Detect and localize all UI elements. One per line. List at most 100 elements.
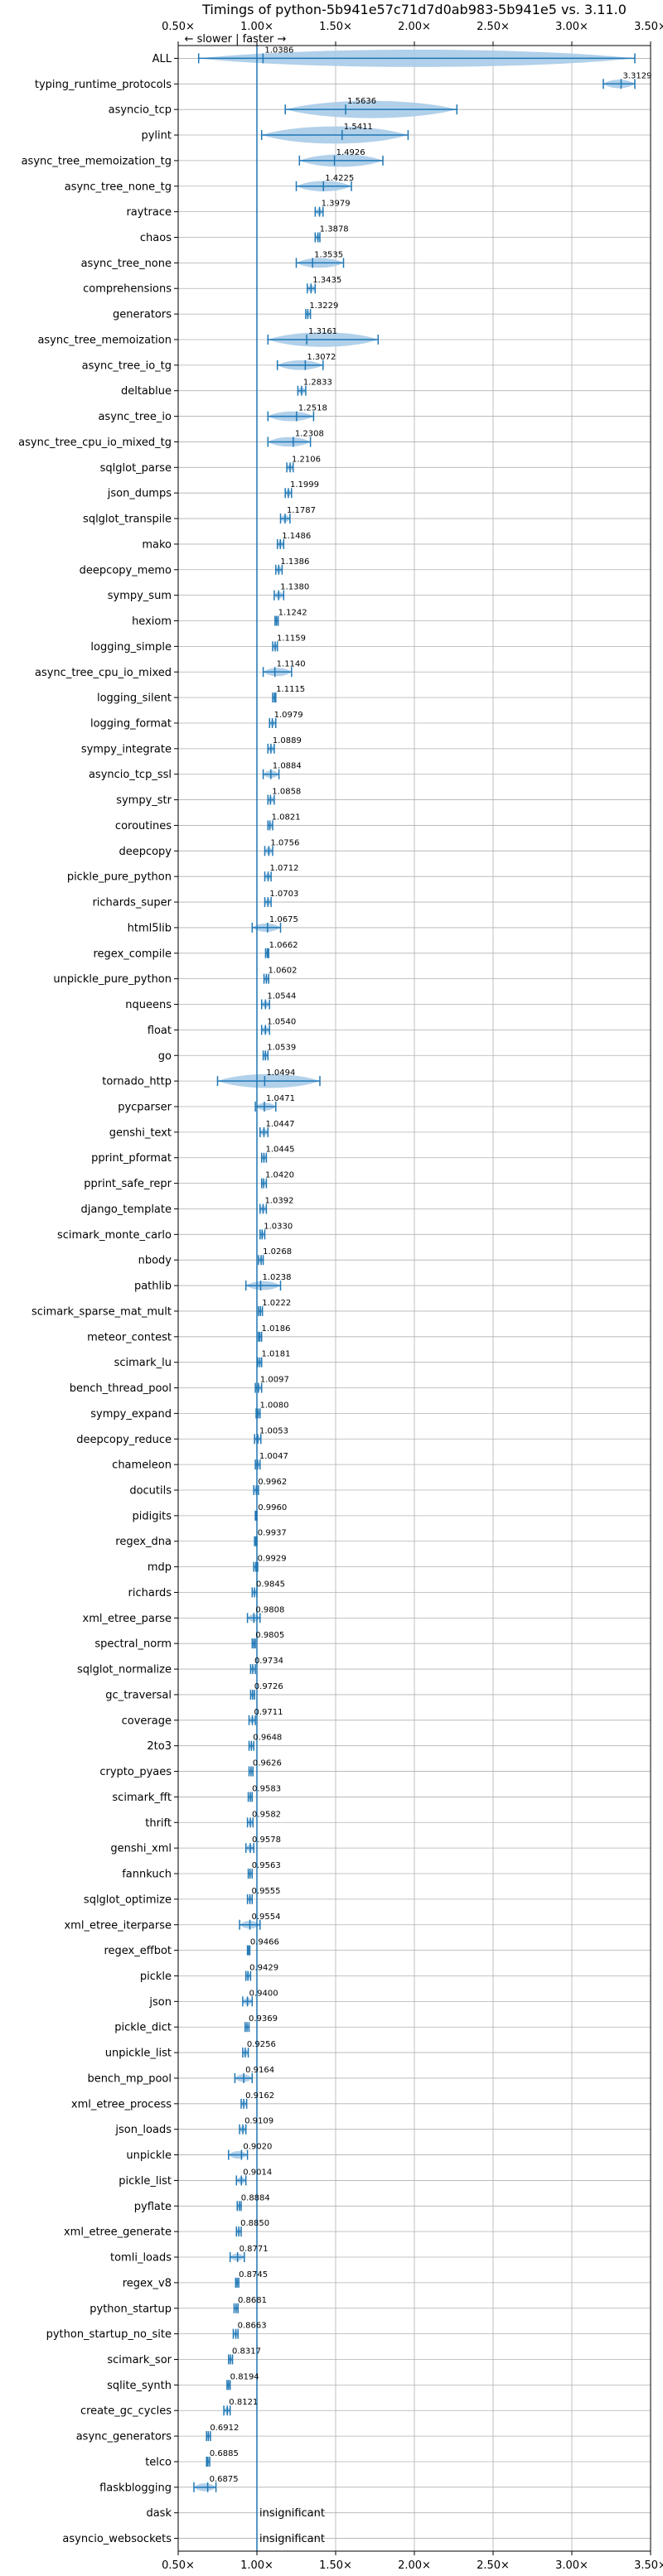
benchmark-label: scimark_sor: [107, 2354, 172, 2366]
value-label: 0.9626: [253, 1759, 282, 1768]
value-label: 1.1140: [277, 659, 306, 668]
value-label: 1.0662: [269, 941, 298, 950]
value-label: 0.8681: [238, 2296, 267, 2305]
value-label: 0.9960: [258, 1503, 287, 1512]
value-label: 1.1242: [278, 609, 307, 618]
value-label: 1.3229: [309, 301, 338, 311]
value-label: 1.1386: [280, 557, 309, 567]
x-tick-label-bottom: 3.50×: [634, 2559, 663, 2572]
benchmark-label: html5lib: [128, 922, 172, 934]
value-label: 1.1999: [290, 480, 319, 490]
benchmark-label: async_tree_io_tg: [82, 359, 172, 372]
value-label: 1.2833: [303, 379, 332, 388]
benchmark-label: mdp: [148, 1561, 172, 1574]
benchmark-label: pickle_dict: [114, 2022, 172, 2034]
benchmark-label: chameleon: [112, 1459, 172, 1472]
benchmark-label: json_dumps: [107, 488, 172, 500]
value-label: 0.9020: [243, 2143, 272, 2152]
value-label: 0.8745: [239, 2270, 268, 2279]
value-label: 0.6885: [210, 2449, 239, 2458]
x-tick-label-bottom: 3.00×: [555, 2559, 588, 2572]
value-label: 0.9369: [249, 2014, 278, 2024]
value-label: 0.8771: [240, 2245, 269, 2254]
benchmark-label: pickle: [140, 1971, 172, 1983]
benchmark-label: async_tree_cpu_io_mixed: [35, 667, 172, 679]
benchmark-label: float: [148, 1025, 172, 1037]
benchmark-label: flaskblogging: [99, 2482, 172, 2494]
value-label: 1.0097: [260, 1376, 289, 1385]
value-label: 3.3129: [622, 71, 651, 80]
benchmark-label: sympy_sum: [108, 590, 172, 602]
value-label: 1.0238: [263, 1273, 292, 1282]
benchmark-label: asyncio_tcp: [109, 104, 172, 117]
benchmark-label: deltablue: [121, 385, 172, 398]
value-label: 0.9734: [254, 1657, 283, 1666]
x-tick-label-bottom: 1.50×: [319, 2559, 352, 2572]
value-label: 1.1486: [282, 532, 311, 541]
insignificant-label: insignificant: [259, 2533, 325, 2545]
benchmark-label: pidigits: [133, 1510, 172, 1522]
benchmark-label: pickle_pure_python: [67, 871, 172, 884]
value-label: 0.9563: [252, 1861, 281, 1870]
value-label: 0.9256: [247, 2040, 276, 2049]
value-label: 0.6875: [210, 2475, 239, 2484]
value-label: 1.0858: [272, 788, 301, 797]
value-label: 0.9582: [252, 1810, 281, 1819]
benchmark-label: nbody: [138, 1255, 172, 1267]
benchmark-label: xml_etree_iterparse: [64, 1919, 172, 1932]
value-label: 1.0053: [259, 1426, 288, 1435]
benchmark-label: async_tree_cpu_io_mixed_tg: [18, 437, 172, 449]
x-tick-label-top: 2.50×: [477, 21, 510, 33]
benchmark-label: xml_etree_process: [71, 2098, 172, 2110]
benchmark-label: scimark_lu: [114, 1357, 172, 1369]
benchmark-label: json: [148, 1996, 172, 2009]
value-label: 0.9845: [256, 1580, 285, 1589]
value-label: 1.1787: [287, 506, 316, 515]
x-tick-label-bottom: 0.50×: [162, 2559, 195, 2572]
x-axis-top: 0.50× 1.00× 1.50× 2.00× 2.50× 3.00× 3.50×: [162, 21, 663, 46]
benchmark-label: python_startup: [90, 2303, 172, 2315]
benchmark-label: xml_etree_parse: [83, 1613, 172, 1625]
value-label: 1.0494: [266, 1069, 295, 1078]
violins: [193, 50, 636, 2492]
x-tick-label-top: 0.50×: [162, 21, 195, 33]
benchmark-label: richards: [128, 1587, 172, 1599]
benchmark-label: async_generators: [76, 2431, 172, 2443]
benchmark-label: python_startup_no_site: [46, 2328, 172, 2341]
benchmark-label: unpickle_pure_python: [53, 973, 172, 986]
benchmark-label: bench_thread_pool: [70, 1382, 172, 1395]
value-label: 1.3878: [320, 225, 349, 234]
value-label: 1.3535: [314, 250, 343, 259]
benchmark-label: logging_format: [90, 717, 172, 730]
x-tick-label-top: 2.00×: [398, 21, 431, 33]
value-label: 1.0979: [274, 711, 303, 720]
benchmark-label: pycparser: [118, 1101, 172, 1113]
value-label: 0.9555: [252, 1887, 281, 1896]
benchmark-label: comprehensions: [83, 283, 172, 296]
value-label: 1.4225: [325, 174, 354, 183]
benchmark-label: generators: [113, 309, 172, 321]
value-label: 0.9554: [252, 1913, 281, 1922]
value-label: 0.9466: [250, 1938, 279, 1947]
x-tick-label-top: 3.00×: [555, 21, 588, 33]
value-label: 1.0889: [273, 736, 302, 745]
value-label: 1.4926: [336, 148, 365, 157]
benchmark-label: chaos: [140, 232, 172, 244]
benchmark-label: sqlglot_parse: [100, 462, 172, 475]
value-label: 1.5636: [347, 97, 376, 106]
value-label: 1.0675: [269, 915, 298, 924]
benchmark-label: raytrace: [126, 206, 172, 219]
value-label: 1.0386: [264, 46, 293, 55]
value-label: 0.8850: [240, 2219, 269, 2228]
value-label: 1.0181: [261, 1350, 290, 1359]
benchmark-label: telco: [145, 2456, 172, 2468]
benchmark-label: sqlglot_normalize: [77, 1664, 172, 1676]
benchmark-label: async_tree_none: [81, 258, 172, 270]
benchmark-label: typing_runtime_protocols: [35, 79, 172, 91]
benchmark-label: genshi_text: [109, 1126, 172, 1139]
benchmark-label: create_gc_cycles: [80, 2405, 172, 2418]
benchmark-label: logging_simple: [90, 641, 172, 654]
benchmark-label: xml_etree_generate: [64, 2226, 172, 2239]
slower-faster-annotation: ← slower | faster →: [185, 33, 287, 46]
value-label: 1.3072: [307, 353, 336, 362]
